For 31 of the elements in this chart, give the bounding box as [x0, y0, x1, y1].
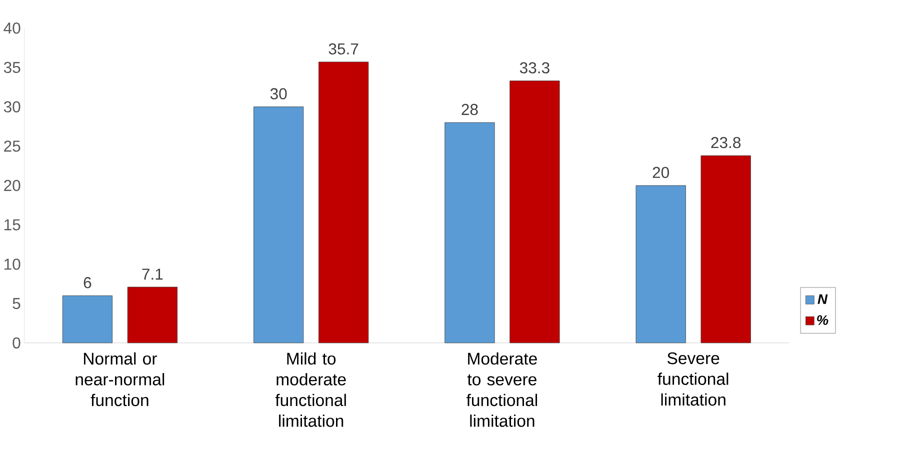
- x-tick-label: Moderate to severe functional limitation: [466, 352, 538, 427]
- x-tick-label: Normal or near-normal function: [76, 352, 164, 406]
- data-label: 33.3: [520, 62, 550, 74]
- data-label: 28: [462, 104, 478, 116]
- data-label: 35.7: [328, 43, 358, 55]
- bar: [62, 296, 112, 344]
- bar: [127, 286, 178, 344]
- legend-label: %: [817, 315, 828, 325]
- y-tick-label: 0: [12, 337, 20, 349]
- bar: [636, 185, 686, 344]
- y-tick-label: 35: [4, 62, 20, 74]
- data-label: 20: [652, 166, 669, 178]
- y-tick-label: 25: [4, 140, 20, 152]
- y-tick-label: 30: [4, 101, 20, 112]
- bar: [510, 80, 560, 344]
- y-tick-label: 10: [4, 258, 20, 270]
- legend-label: N: [818, 294, 828, 304]
- data-label: 6: [84, 277, 92, 288]
- data-label: 30: [270, 88, 287, 100]
- x-tick-label: Mild to moderate functional limitation: [275, 352, 346, 427]
- y-tick-label: 20: [4, 180, 20, 192]
- data-label: 7.1: [142, 268, 163, 280]
- bar: [444, 122, 495, 344]
- y-tick-label: 40: [4, 22, 20, 34]
- x-tick-label: Severe functional limitation: [658, 352, 728, 406]
- y-tick-label: 5: [12, 298, 20, 310]
- data-label: 23.8: [711, 136, 741, 148]
- y-tick-label: 15: [4, 219, 20, 230]
- bar: [254, 106, 304, 344]
- bar: [318, 62, 369, 344]
- bar: [700, 155, 751, 344]
